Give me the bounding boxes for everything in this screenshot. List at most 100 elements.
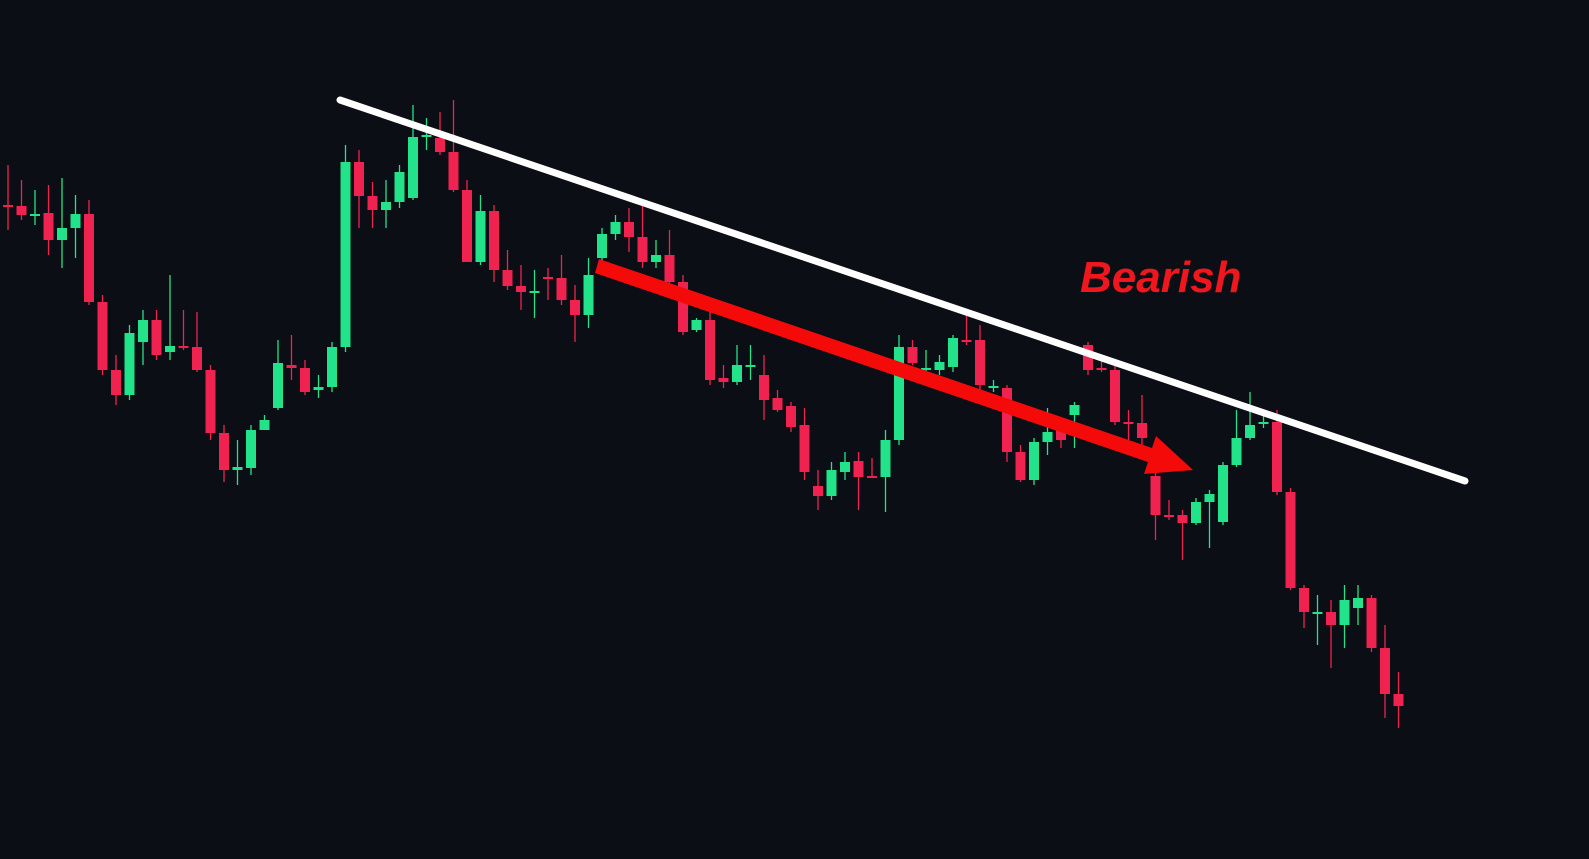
candle-body (259, 420, 270, 430)
candle-body (1015, 452, 1026, 480)
candle-body (178, 346, 189, 348)
candle-body (138, 320, 148, 342)
candle-body (1312, 612, 1323, 614)
candle-body (1204, 494, 1215, 502)
candle-body (732, 365, 742, 382)
candle-body (1164, 515, 1174, 517)
candle-body (354, 162, 364, 196)
candle-body (813, 486, 823, 496)
candle-body (408, 137, 418, 198)
trend-arrow (595, 259, 1193, 474)
candle-body (1110, 370, 1120, 422)
candle-body (529, 291, 540, 293)
candle-body (934, 362, 945, 370)
candle-body (286, 365, 297, 368)
candle-body (516, 286, 526, 292)
candle-body (448, 152, 459, 190)
candle-body (192, 347, 202, 370)
candle-body (1380, 648, 1390, 694)
candle-body (1042, 432, 1053, 442)
candle-body (1258, 422, 1269, 424)
candle-body (43, 213, 54, 240)
candle-body (1056, 430, 1066, 440)
candle-body (1326, 612, 1336, 625)
candle-body (84, 214, 94, 302)
candle-body (988, 386, 999, 388)
candle-body (948, 338, 958, 367)
candle-body (610, 222, 621, 234)
candle-body (1191, 502, 1201, 523)
candle-body (57, 228, 67, 240)
candle-body (273, 363, 283, 408)
candle-body (1029, 442, 1039, 480)
candle-body (853, 461, 864, 477)
candles (3, 100, 1404, 728)
candle-body (30, 214, 40, 216)
candle-body (799, 425, 810, 472)
candle-body (327, 347, 337, 387)
candle-body (975, 340, 985, 385)
candle-body (772, 398, 783, 410)
candle-body (111, 370, 121, 395)
candle-body (1272, 422, 1282, 492)
candle-body (246, 430, 256, 468)
candle-body (718, 378, 729, 382)
candle-body (651, 255, 661, 262)
candle-body (664, 255, 675, 282)
candle-body (394, 172, 405, 202)
candle-body (435, 138, 445, 152)
candle-body (624, 222, 634, 237)
candle-body (826, 470, 837, 496)
candle-body (421, 135, 432, 137)
candle-body (1339, 600, 1350, 625)
candle-body (1218, 465, 1228, 522)
candle-body (1123, 422, 1134, 424)
candle-body (300, 368, 310, 392)
candle-body (16, 206, 27, 215)
candle-body (1353, 598, 1363, 608)
candle-body (1245, 425, 1255, 438)
candle-body (907, 347, 918, 363)
candle-body (637, 237, 648, 262)
candle-body (691, 320, 702, 330)
candle-body (678, 282, 688, 332)
candle-body (97, 302, 108, 370)
candle-body (1177, 515, 1188, 523)
candle-body (475, 211, 486, 262)
candle-body (570, 300, 580, 315)
candle-body (1231, 438, 1242, 465)
candle-body (124, 333, 135, 395)
candle-body (151, 320, 162, 355)
annotation: Bearish (1080, 253, 1241, 302)
candle-body (1069, 405, 1080, 415)
candle-body (1083, 345, 1093, 370)
candle-body (745, 365, 756, 367)
candle-body (313, 387, 324, 390)
candle-body (1096, 368, 1107, 370)
candle-body (1366, 598, 1377, 648)
candle-body (1002, 388, 1012, 452)
candle-body (232, 467, 243, 470)
candle-body (340, 162, 351, 347)
candle-body (840, 462, 850, 472)
candle-body (462, 190, 472, 262)
candle-body (1299, 588, 1309, 612)
candle-body (867, 476, 877, 478)
candle-body (1150, 476, 1161, 515)
candle-body (759, 375, 769, 400)
candle-body (894, 347, 904, 440)
candle-body (70, 214, 81, 228)
candle-body (543, 277, 553, 279)
candle-body (219, 433, 229, 470)
candle-body (556, 278, 567, 300)
candle-body (786, 406, 796, 427)
candle-body (583, 275, 594, 315)
candle-body (921, 368, 931, 370)
candle-body (367, 196, 378, 210)
candle-body (961, 340, 972, 342)
candle-body (381, 202, 391, 210)
candle-body (502, 270, 513, 286)
